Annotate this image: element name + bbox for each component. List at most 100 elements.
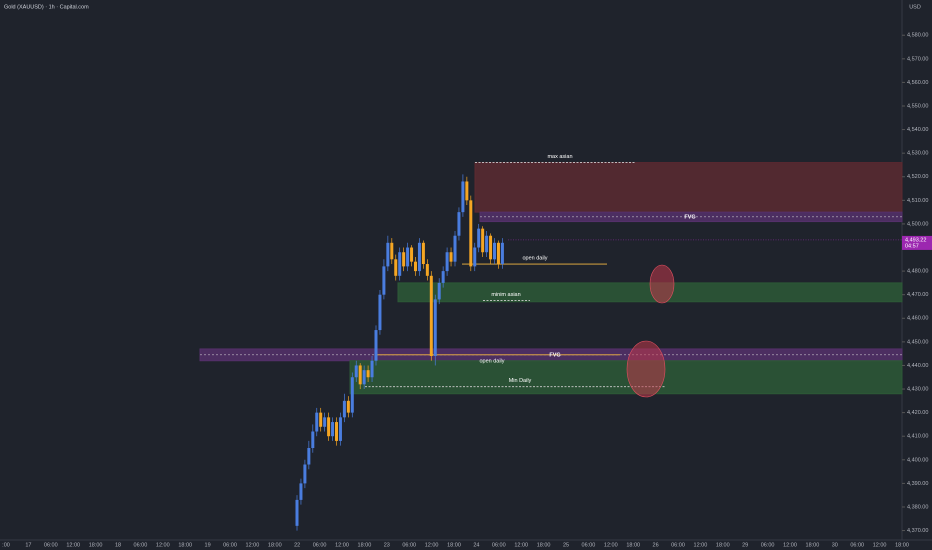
candle-body <box>354 365 358 378</box>
chart-title: Gold (XAUUSD) · 1h · Capital.com <box>4 4 89 10</box>
x-tick-label: 12:00 <box>425 542 439 548</box>
candle-body <box>496 242 500 265</box>
zone <box>349 360 903 395</box>
candle-body <box>449 252 453 262</box>
candle-body <box>453 235 457 262</box>
x-tick-label: 18:00 <box>268 542 282 548</box>
x-tick-label: 22 <box>294 542 300 548</box>
x-tick-label: 18:00 <box>178 542 192 548</box>
x-tick-label: 12:00 <box>514 542 528 548</box>
x-tick-label: 17 <box>25 542 31 548</box>
y-tick-label: 4,410.00 <box>907 434 928 440</box>
x-tick-label: 12:00 <box>604 542 618 548</box>
candle-body <box>374 330 378 361</box>
level-label: open daily <box>522 255 547 261</box>
x-tick-label: 18:00 <box>626 542 640 548</box>
candle-body <box>394 259 398 276</box>
candle-body <box>457 212 461 236</box>
x-tick-label: 06:00 <box>671 542 685 548</box>
y-tick-label: 4,550.00 <box>907 103 928 109</box>
candle-body <box>429 275 433 357</box>
candle-body <box>335 422 338 441</box>
countdown: 04:57 <box>905 243 919 249</box>
x-tick-label: 25 <box>563 542 569 548</box>
candle-body <box>477 228 481 248</box>
candle-body <box>500 242 504 265</box>
candle-body <box>390 242 394 260</box>
x-tick-label: 18:00 <box>806 542 820 548</box>
level-label: max asian <box>547 154 572 160</box>
y-tick-label: 4,500.00 <box>907 221 928 227</box>
x-tick-label: 29 <box>742 542 748 548</box>
candle-body <box>311 431 315 449</box>
candle-body <box>358 365 362 385</box>
candle-body <box>485 235 489 253</box>
level-label: open daily <box>479 358 504 364</box>
candle-body <box>307 448 311 465</box>
candle-body <box>331 422 335 437</box>
y-tick-label: 4,370.00 <box>907 528 928 534</box>
candle-body <box>378 294 382 331</box>
candle-body <box>433 299 437 357</box>
zone-label: FVG <box>549 352 560 358</box>
x-tick-label: 19 <box>205 542 211 548</box>
y-tick-label: 4,430.00 <box>907 386 928 392</box>
y-tick-label: 4,450.00 <box>907 339 928 345</box>
candle-body <box>295 499 299 526</box>
x-tick-label: 06:00 <box>313 542 327 548</box>
candle-body <box>398 252 402 276</box>
candle-body <box>366 370 370 378</box>
y-tick-label: 4,560.00 <box>907 80 928 86</box>
candle-body <box>382 266 386 295</box>
candle-body <box>461 181 465 213</box>
currency: USD <box>909 4 921 10</box>
last-price-tag <box>902 235 932 250</box>
candle-body <box>493 242 496 260</box>
y-tick-label: 4,440.00 <box>907 363 928 369</box>
x-tick-label: 18:00 <box>895 542 909 548</box>
x-tick-label: 18 <box>115 542 121 548</box>
x-tick-label: 12:00 <box>246 542 260 548</box>
candle-body <box>315 412 319 432</box>
y-tick-label: 4,530.00 <box>907 151 928 157</box>
x-tick-label: 06:00 <box>850 542 864 548</box>
x-tick-label: 26 <box>653 542 659 548</box>
highlight-circle <box>649 264 675 304</box>
x-tick-label: 12:00 <box>694 542 708 548</box>
candle-body <box>402 252 406 267</box>
x-tick-label: 06:00 <box>402 542 416 548</box>
candle-body <box>473 247 477 267</box>
x-tick-label: 06:00 <box>492 542 506 548</box>
candle-body <box>342 400 346 418</box>
y-tick-label: 4,570.00 <box>907 56 928 62</box>
candle-body <box>386 242 390 267</box>
x-tick-label: 24 <box>473 542 479 548</box>
x-tick-label: 12:00 <box>335 542 349 548</box>
candle-body <box>421 242 425 265</box>
candle-body <box>410 247 414 262</box>
x-tick-label: 18:00 <box>89 542 103 548</box>
x-tick-label: 06:00 <box>582 542 596 548</box>
level-label: Min Daily <box>509 378 532 384</box>
candle-body <box>417 242 421 272</box>
x-tick-label: 30 <box>832 542 838 548</box>
x-tick-label: 06:00 <box>761 542 775 548</box>
level-label: minim asian <box>491 292 520 298</box>
y-tick-label: 4,580.00 <box>907 33 928 39</box>
y-tick-label: 4,380.00 <box>907 504 928 510</box>
y-tick-label: 4,520.00 <box>907 174 928 180</box>
y-tick-label: 4,510.00 <box>907 198 928 204</box>
candle-body <box>489 235 493 260</box>
x-tick-label: 12:00 <box>66 542 80 548</box>
y-tick-label: 4,390.00 <box>907 481 928 487</box>
candle-body <box>299 483 303 500</box>
candle-body <box>327 417 331 437</box>
candle-body <box>469 200 473 267</box>
candle-body <box>319 412 323 427</box>
y-tick-label: 4,400.00 <box>907 457 928 463</box>
x-tick-label: 12:00 <box>873 542 887 548</box>
zone-label: FVG <box>684 214 695 220</box>
x-tick-label: 18:00 <box>716 542 730 548</box>
y-tick-label: 4,470.00 <box>907 292 928 298</box>
